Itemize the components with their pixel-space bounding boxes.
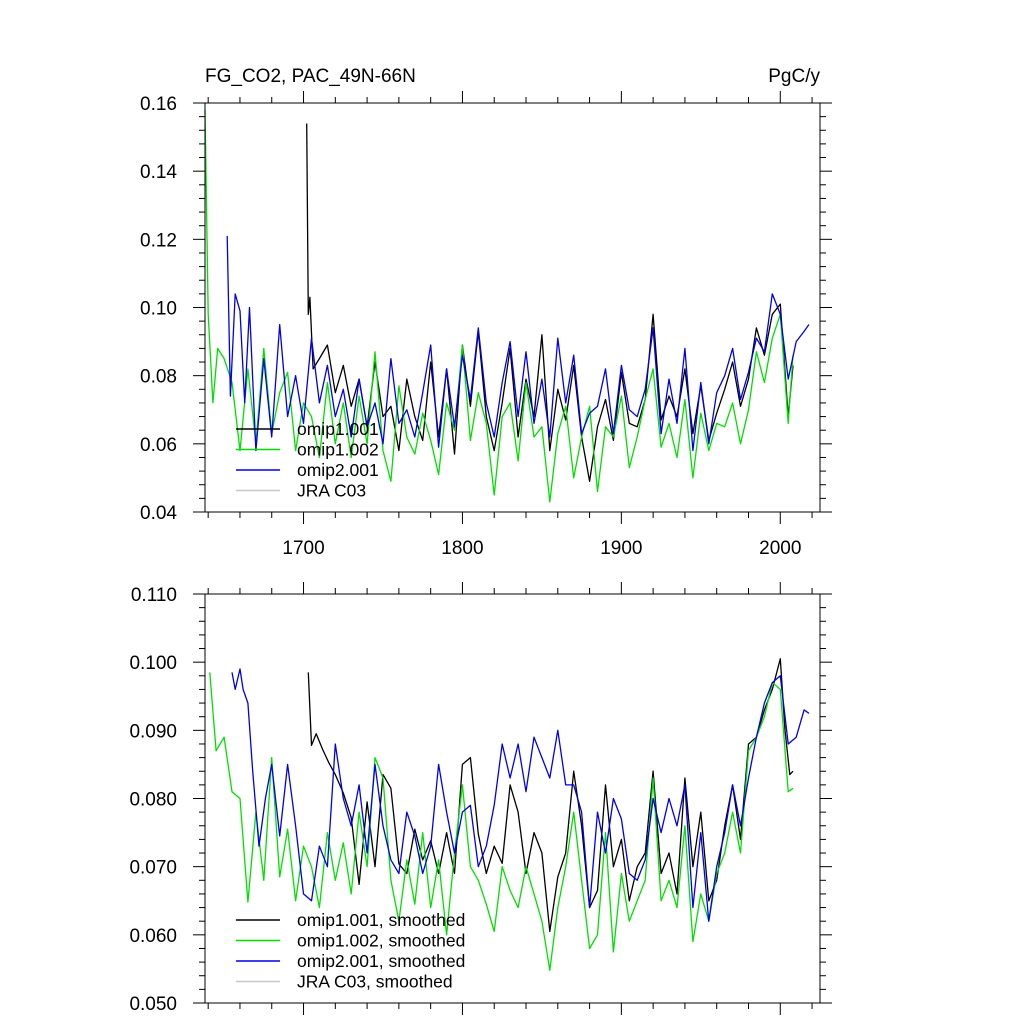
series-line-omip2-001	[226, 235, 810, 452]
top-panel: FG_CO2, PAC_49N-66N PgC/y 1700 1800 1900 20…	[140, 66, 832, 559]
series-line-omip2-001-smoothed	[231, 668, 810, 922]
bottom-panel: 0.050 0.060 0.070 0.080 0.090 0.100 0.110 omip…	[129, 582, 832, 1015]
y-tick-label: 0.04	[140, 503, 177, 524]
y-tick-label: 0.070	[129, 858, 177, 879]
legend-label: omip1.002	[297, 440, 379, 460]
top-panel-units: PgC/y	[768, 66, 820, 87]
legend-label: omip2.001	[297, 460, 379, 480]
legend-label: JRA C03, smoothed	[297, 972, 453, 992]
top-panel-lines	[204, 109, 810, 503]
y-tick-label: 0.06	[140, 435, 177, 456]
series-line-omip1-002	[204, 109, 794, 503]
legend-label: omip1.001	[297, 419, 379, 439]
y-tick-label: 0.08	[140, 367, 177, 388]
series-line-omip1-002-smoothed	[209, 672, 794, 971]
y-tick-label: 0.10	[140, 299, 177, 320]
y-tick-label: 0.060	[129, 926, 177, 947]
bottom-panel-ticks: 0.050 0.060 0.070 0.080 0.090 0.100 0.110	[129, 582, 832, 1015]
y-tick-label: 0.080	[129, 790, 177, 811]
bottom-panel-lines	[209, 658, 810, 971]
legend-label: omip1.002, smoothed	[297, 931, 465, 951]
y-tick-label: 0.110	[131, 585, 177, 606]
legend-label: omip1.001, smoothed	[297, 910, 465, 930]
top-panel-frame	[204, 102, 821, 513]
x-tick-label: 1900	[600, 538, 642, 559]
y-tick-label: 0.12	[140, 230, 177, 251]
y-tick-label: 0.16	[140, 94, 177, 115]
legend-label: JRA C03	[297, 481, 366, 501]
x-tick-label: 1700	[282, 538, 324, 559]
x-tick-label: 2000	[759, 538, 801, 559]
top-panel-title: FG_CO2, PAC_49N-66N	[205, 66, 416, 87]
legend-label: omip2.001, smoothed	[297, 951, 465, 971]
y-tick-label: 0.100	[129, 653, 177, 674]
top-panel-ticks: 1700 1800 1900 2000 0.04 0.06 0.08 0.10 0.12 0.14…	[140, 91, 832, 559]
y-tick-label: 0.050	[129, 994, 177, 1015]
y-tick-label: 0.14	[140, 162, 177, 183]
bottom-panel-frame	[204, 593, 821, 1004]
x-tick-label: 1800	[441, 538, 483, 559]
y-tick-label: 0.090	[129, 721, 177, 742]
